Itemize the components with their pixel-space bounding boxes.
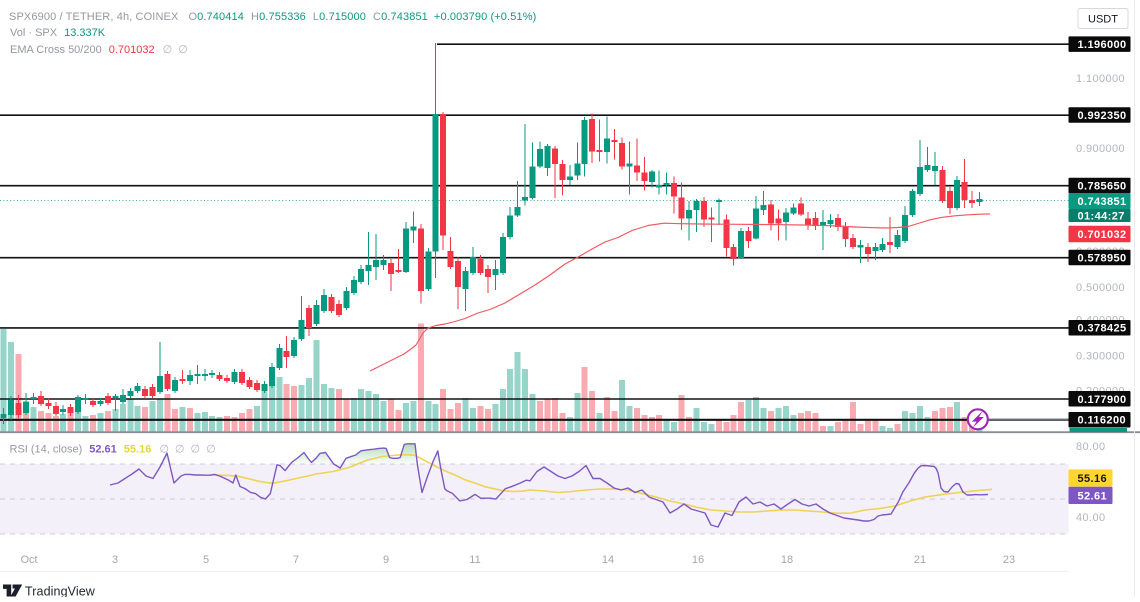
svg-text:0.378425: 0.378425: [1078, 323, 1127, 335]
svg-text:0.177900: 0.177900: [1078, 394, 1127, 406]
svg-text:40.00: 40.00: [1076, 512, 1106, 524]
svg-text:1.100000: 1.100000: [1076, 73, 1125, 85]
svg-text:16: 16: [692, 554, 704, 566]
svg-text:0.701032: 0.701032: [1078, 229, 1127, 241]
svg-text:21: 21: [914, 554, 926, 566]
svg-text:3: 3: [112, 554, 118, 566]
svg-text:0.743851: 0.743851: [1078, 196, 1127, 208]
svg-text:9: 9: [383, 554, 389, 566]
svg-text:1.196000: 1.196000: [1078, 39, 1127, 51]
svg-text:80.00: 80.00: [1076, 441, 1106, 453]
svg-text:USDT: USDT: [1088, 14, 1118, 26]
svg-text:0.992350: 0.992350: [1078, 110, 1127, 122]
svg-text:7: 7: [293, 554, 299, 566]
svg-text:14: 14: [602, 554, 614, 566]
svg-text:55.16: 55.16: [1078, 473, 1108, 485]
svg-text:Oct: Oct: [20, 554, 37, 566]
svg-text:01:44:27: 01:44:27: [1078, 211, 1125, 223]
svg-text:18: 18: [781, 554, 793, 566]
svg-text:0.300000: 0.300000: [1076, 351, 1125, 363]
svg-text:52.61: 52.61: [1078, 490, 1108, 502]
svg-text:11: 11: [469, 554, 480, 566]
svg-text:0.785650: 0.785650: [1078, 181, 1127, 193]
svg-text:0.116200: 0.116200: [1078, 415, 1126, 427]
svg-text:23: 23: [1003, 554, 1015, 566]
svg-text:0.578950: 0.578950: [1078, 253, 1127, 265]
svg-text:TradingView: TradingView: [25, 585, 96, 598]
svg-text:0.500000: 0.500000: [1076, 282, 1125, 294]
svg-text:5: 5: [203, 554, 209, 566]
svg-text:0.900000: 0.900000: [1076, 143, 1125, 155]
